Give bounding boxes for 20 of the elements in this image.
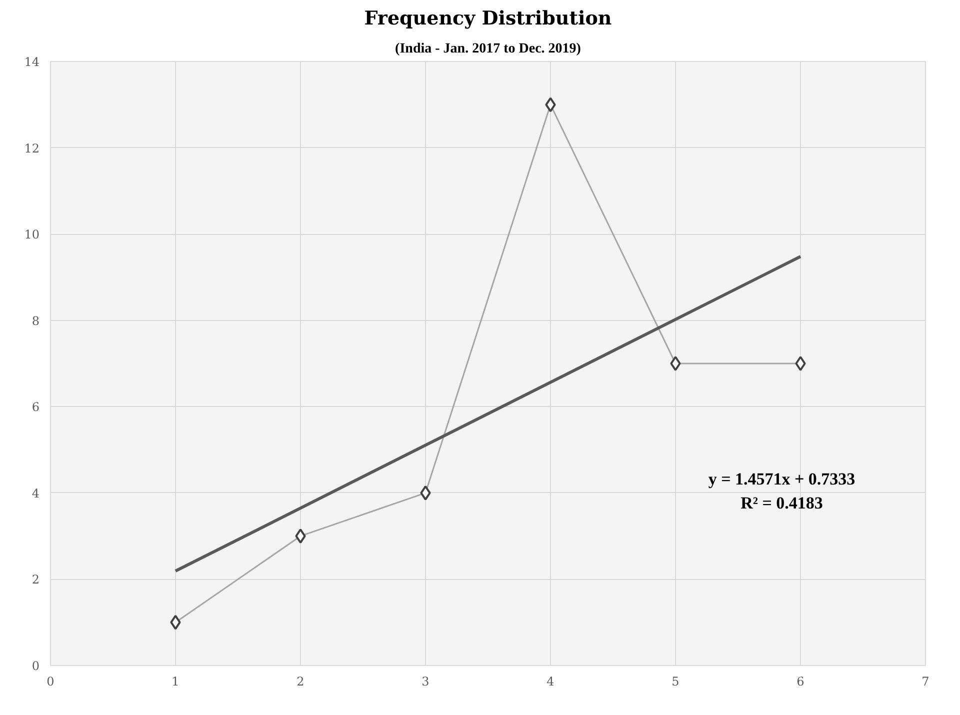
x-tick-label: 4 (546, 674, 555, 688)
x-tick-label: 6 (796, 674, 804, 688)
y-tick-label: 8 (32, 314, 40, 328)
x-tick-label: 1 (172, 674, 180, 688)
x-tick-label: 3 (422, 674, 430, 688)
x-tick-label: 7 (922, 674, 930, 688)
y-tick-label: 0 (32, 659, 40, 673)
x-tick-label: 5 (672, 674, 680, 688)
x-tick-label: 0 (46, 674, 54, 688)
y-tick-label: 6 (32, 400, 40, 414)
annotation: R² = 0.4183 (740, 493, 823, 512)
annotation: y = 1.4571x + 0.7333 (708, 470, 856, 489)
chart-subtitle: (India - Jan. 2017 to Dec. 2019) (395, 42, 582, 56)
y-tick-label: 14 (24, 55, 40, 69)
y-tick-label: 12 (24, 141, 40, 156)
y-tick-label: 10 (24, 228, 40, 242)
y-tick-label: 4 (32, 486, 40, 500)
chart-title: Frequency Distribution (364, 8, 612, 30)
x-tick-label: 2 (296, 674, 304, 688)
y-tick-label: 2 (32, 572, 40, 587)
